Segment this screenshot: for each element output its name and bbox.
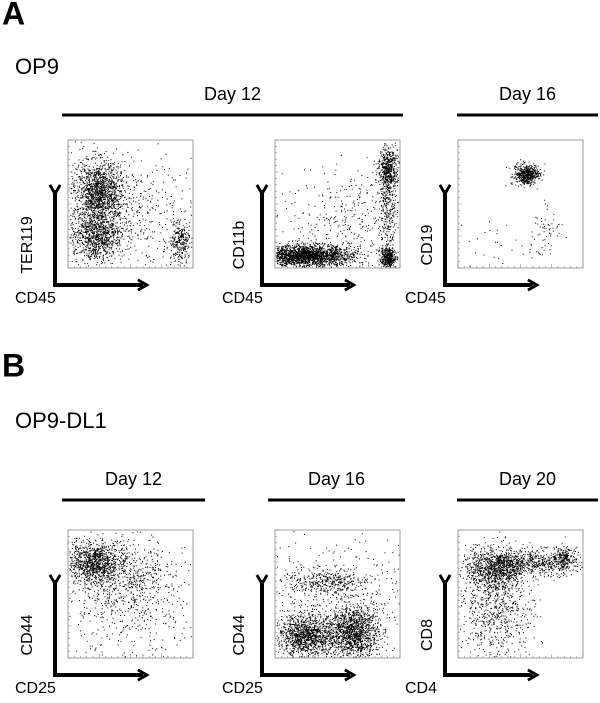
axis-arrows	[262, 580, 350, 675]
y-axis-label: TER119	[19, 216, 36, 274]
panel-label: B	[2, 347, 25, 383]
y-axis-label: CD11b	[231, 221, 248, 270]
group-label: Day 16	[499, 84, 556, 104]
y-axis-label: CD8	[419, 619, 436, 651]
group-label: Day 12	[105, 469, 162, 489]
plot-frame	[67, 529, 194, 659]
y-axis-label: CD44	[231, 614, 248, 655]
x-axis-label: CD45	[15, 290, 56, 307]
x-axis-label: CD4	[405, 680, 437, 697]
group-label: Day 12	[204, 84, 261, 104]
y-axis-label: CD44	[19, 614, 36, 655]
axis-arrows	[55, 190, 143, 285]
group-label: Day 16	[308, 469, 365, 489]
x-axis-label: CD45	[405, 290, 446, 307]
dot-cloud	[459, 531, 583, 658]
dot-cloud	[461, 159, 567, 267]
group-label: Day 20	[499, 469, 556, 489]
x-axis-label: CD25	[15, 680, 56, 697]
panel-label: A	[2, 0, 25, 31]
dot-cloud	[276, 142, 400, 268]
axis-arrows	[55, 580, 143, 675]
dot-cloud	[276, 531, 400, 658]
axis-arrows	[445, 190, 533, 285]
tick-marks	[67, 529, 194, 659]
axis-arrows	[262, 190, 350, 285]
x-axis-label: CD45	[222, 290, 263, 307]
y-axis-label: CD19	[419, 224, 436, 265]
x-axis-label: CD25	[222, 680, 263, 697]
dot-cloud	[69, 141, 193, 267]
axis-arrows	[445, 580, 533, 675]
panel-title: OP9-DL1	[15, 408, 107, 433]
dot-cloud	[69, 531, 192, 658]
panel-title: OP9	[15, 54, 59, 79]
